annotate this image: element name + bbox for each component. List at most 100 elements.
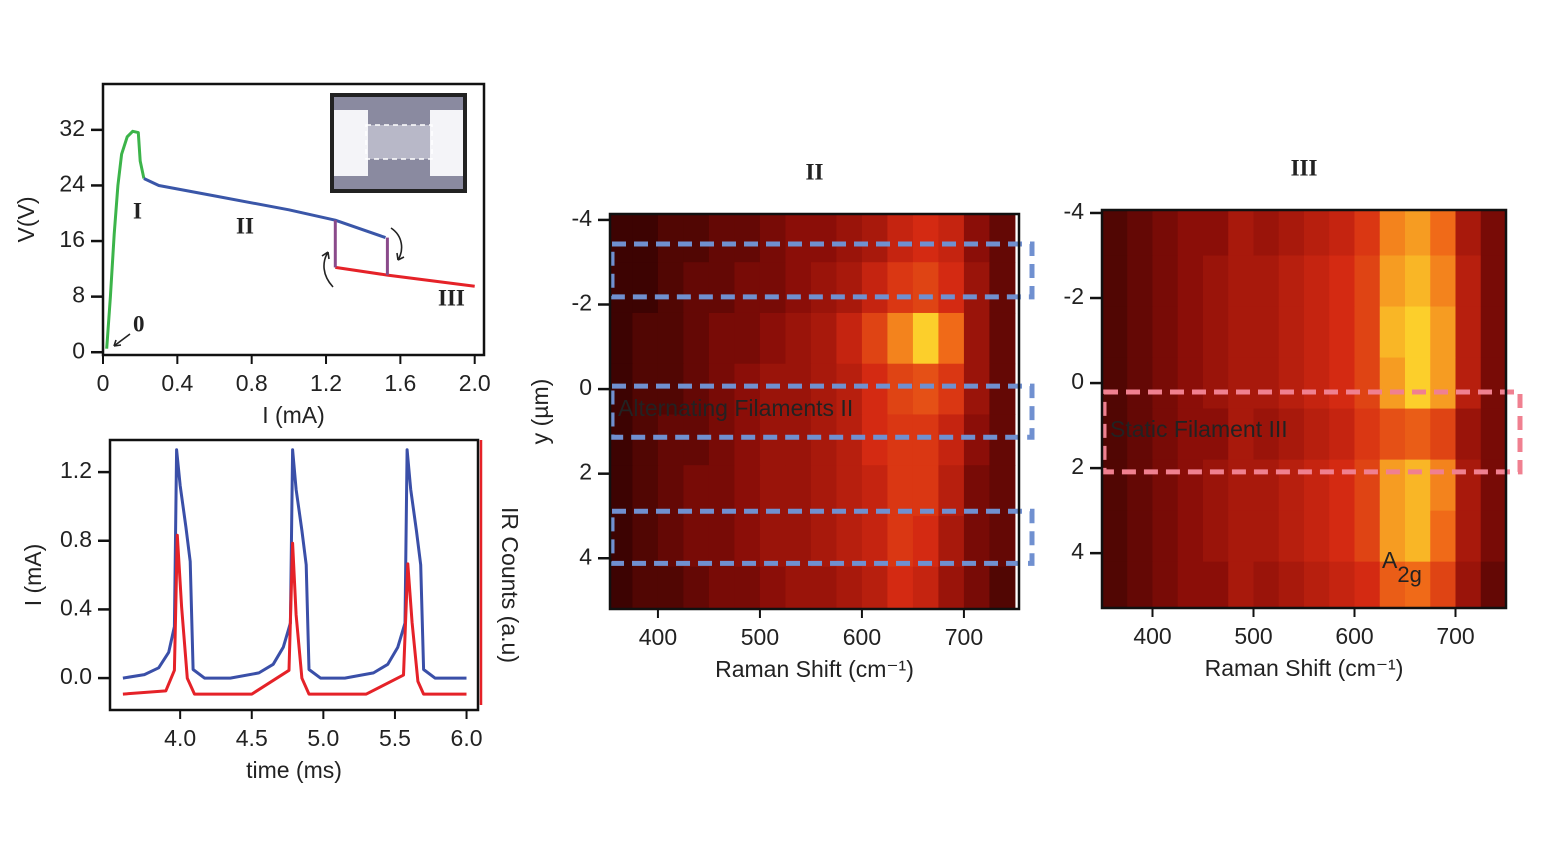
heat-cell <box>632 465 659 517</box>
heat-cell <box>785 465 812 517</box>
heat-cell <box>759 262 786 314</box>
x-tick-label: 400 <box>639 624 677 650</box>
x-axis-label: Raman Shift (cm⁻¹) <box>715 656 914 682</box>
y-tick-label: 8 <box>72 282 85 308</box>
heat-cell <box>1278 357 1305 410</box>
inset-electrode <box>430 110 463 176</box>
heat-cell <box>1304 357 1330 410</box>
heat-cell <box>708 262 735 314</box>
heat-cell <box>963 312 990 365</box>
heat-cell <box>610 414 633 466</box>
heat-cell <box>610 262 633 314</box>
heat-cell <box>708 566 735 610</box>
arrow-head <box>396 252 405 261</box>
arrow-head <box>113 339 122 347</box>
panel: Static Filament III A2g III 400 500 600 700 -4 -… <box>1064 155 1523 681</box>
y-axis-label: y (µm) <box>527 379 553 445</box>
region-label: Alternating Filaments II <box>618 395 853 421</box>
annotation: 0 <box>133 311 145 336</box>
heat-cell <box>1127 255 1153 308</box>
x-tick-label: 400 <box>1133 623 1171 649</box>
y-tick-label: 2 <box>1071 453 1084 479</box>
heat-cell <box>1152 255 1179 308</box>
panel-title: III <box>1291 155 1318 180</box>
heat-cell <box>1405 210 1431 256</box>
heat-cell <box>1228 306 1254 359</box>
y-tick-label: 0 <box>579 374 592 400</box>
heat-cell <box>1354 210 1381 256</box>
panel: IR Counts (a.u) 4.0 4.5 5.0 5.5 6.0 0.0 0.4 0.8 1… <box>20 438 523 783</box>
heat-cell <box>632 262 659 314</box>
region-box <box>609 383 1035 440</box>
y-tick-label: 4 <box>579 543 592 569</box>
heat-cell <box>836 566 863 610</box>
heat-cell <box>734 363 761 415</box>
y-axis-label: V(V) <box>13 197 39 243</box>
heat-cell <box>989 363 1016 415</box>
heat-cell <box>810 312 837 365</box>
heat-cell <box>785 214 812 263</box>
heat-cell <box>989 414 1016 466</box>
heat-cell <box>759 465 786 517</box>
peak-label-sub: 2g <box>1397 562 1421 587</box>
heat-cell <box>1278 255 1305 308</box>
heat-cell <box>632 566 659 610</box>
heat-cell <box>861 363 888 415</box>
heat-cell <box>1455 561 1482 609</box>
heat-cell <box>887 414 914 466</box>
heat-cell <box>938 262 965 314</box>
heat-cell <box>1354 561 1381 609</box>
heat-cell <box>1177 255 1204 308</box>
heat-cell <box>657 465 684 517</box>
heat-cell <box>1379 561 1406 609</box>
heat-cell <box>1405 510 1431 563</box>
heat-cell <box>785 414 812 466</box>
heat-cell <box>1152 306 1179 359</box>
heat-cell <box>683 262 710 314</box>
peak-label: A2g <box>1382 547 1422 587</box>
heat-cell <box>810 566 837 610</box>
heat-cell <box>1455 210 1482 256</box>
heat-cell <box>1127 210 1153 256</box>
heat-cell <box>1430 357 1456 410</box>
heat-cell <box>1278 510 1305 563</box>
y-axis-label: I (mA) <box>20 544 46 607</box>
heat-cell <box>1304 255 1330 308</box>
x-tick-label: 500 <box>741 624 779 650</box>
x-axis-label: time (ms) <box>246 757 342 783</box>
heat-cell <box>810 515 837 568</box>
heat-cell <box>1329 561 1355 609</box>
heat-cell <box>1278 210 1305 256</box>
series-line <box>105 129 146 349</box>
heat-cell <box>963 465 990 517</box>
heat-cell <box>887 515 914 568</box>
plot-frame <box>101 82 486 357</box>
heat-cell <box>912 414 939 466</box>
heat-cell <box>1127 357 1153 410</box>
heat-cell <box>861 515 888 568</box>
heat-cell <box>1203 255 1229 308</box>
heat-cell <box>887 214 914 263</box>
heat-cell <box>1177 357 1204 410</box>
heat-cell <box>683 566 710 610</box>
x-tick-label: 1.6 <box>384 370 416 396</box>
heat-cell <box>963 262 990 314</box>
heat-cell <box>912 214 939 263</box>
x-tick-label: 600 <box>1335 623 1373 649</box>
heat-cell <box>1152 210 1179 256</box>
inset-channel <box>368 125 430 159</box>
x-tick-label: 5.5 <box>379 725 411 751</box>
heat-cell <box>734 414 761 466</box>
heat-cell <box>861 465 888 517</box>
x-tick-label: 5.0 <box>307 725 339 751</box>
heat-cell <box>887 465 914 517</box>
heat-cell <box>1354 510 1381 563</box>
region-box <box>1101 389 1523 475</box>
heat-cell <box>1405 408 1431 461</box>
y-tick-label: 16 <box>59 226 85 252</box>
heat-cell <box>1203 561 1229 609</box>
heat-cell <box>1480 408 1507 461</box>
heat-cell <box>861 566 888 610</box>
heat-cell <box>1379 510 1406 563</box>
